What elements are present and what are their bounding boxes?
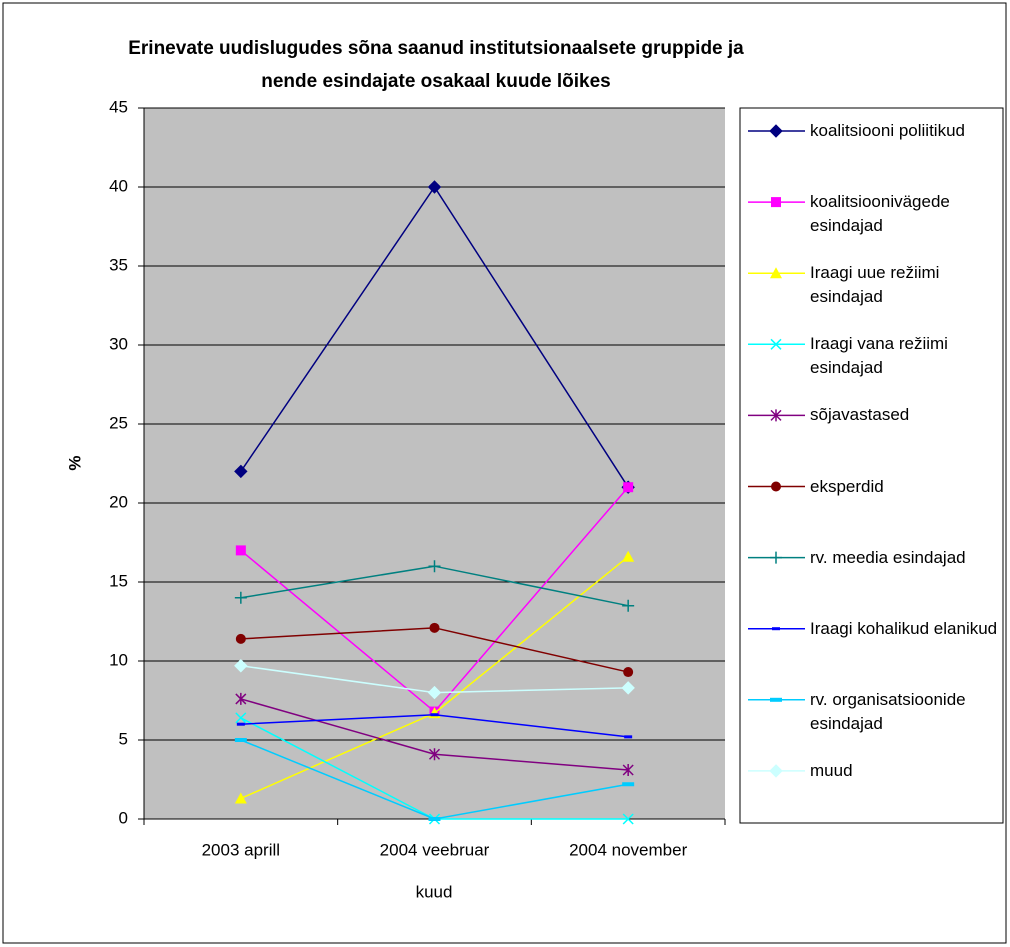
legend-label: eksperdid bbox=[810, 476, 884, 496]
legend-box bbox=[739, 107, 1004, 824]
marker bbox=[622, 599, 635, 612]
marker bbox=[622, 782, 635, 787]
y-tick-label: 5 bbox=[119, 729, 128, 748]
legend-label: Iraagi kohalikud elanikud bbox=[810, 618, 998, 638]
marker bbox=[771, 197, 781, 208]
marker bbox=[235, 712, 247, 724]
marker bbox=[236, 722, 245, 726]
marker bbox=[770, 267, 782, 279]
marker bbox=[623, 482, 634, 493]
marker bbox=[622, 813, 634, 825]
legend-label: Iraagi uue režiimi esindajad bbox=[810, 263, 940, 307]
marker bbox=[772, 627, 780, 631]
marker bbox=[623, 667, 634, 678]
x-tick-label: 2003 aprill bbox=[202, 840, 280, 859]
x-tick-label: 2004 veebruar bbox=[380, 840, 490, 859]
marker bbox=[234, 464, 248, 479]
marker bbox=[770, 338, 782, 350]
marker bbox=[621, 681, 635, 695]
marker bbox=[771, 481, 781, 492]
x-tick-label: 2004 november bbox=[569, 840, 687, 859]
marker bbox=[234, 591, 247, 604]
legend-label: koalitsioonivägede esindajad bbox=[810, 192, 950, 236]
chart-title: Erinevate uudislugudes sõna saanud insti… bbox=[128, 38, 744, 92]
marker bbox=[234, 659, 248, 673]
marker bbox=[430, 713, 439, 717]
marker bbox=[234, 738, 247, 742]
marker bbox=[428, 817, 441, 821]
y-axis-label: % bbox=[65, 455, 84, 470]
marker bbox=[622, 764, 634, 777]
legend-label: rv. organisatsioonide esindajad bbox=[810, 689, 966, 733]
y-tick-label: 35 bbox=[109, 255, 128, 274]
y-tick-label: 30 bbox=[109, 334, 128, 353]
y-tick-label: 0 bbox=[119, 808, 128, 827]
legend-label: muud bbox=[810, 760, 853, 780]
marker bbox=[429, 622, 440, 633]
marker bbox=[235, 633, 246, 644]
x-axis-label: kuud bbox=[416, 882, 453, 901]
marker bbox=[770, 551, 782, 564]
legend-label: koalitsiooni poliitikud bbox=[810, 121, 965, 140]
marker bbox=[427, 180, 442, 194]
marker bbox=[770, 697, 782, 702]
marker bbox=[428, 748, 441, 761]
legend-label: sõjavastased bbox=[810, 405, 910, 425]
y-tick-label: 40 bbox=[109, 176, 128, 195]
marker bbox=[770, 409, 782, 422]
y-tick-label: 45 bbox=[109, 97, 128, 116]
marker bbox=[769, 124, 783, 138]
marker bbox=[235, 692, 247, 705]
marker bbox=[622, 550, 635, 562]
marker bbox=[234, 792, 247, 804]
marker bbox=[624, 735, 633, 739]
y-tick-label: 25 bbox=[109, 413, 128, 432]
marker bbox=[428, 560, 441, 573]
marker bbox=[235, 545, 246, 556]
y-tick-label: 10 bbox=[109, 650, 128, 669]
marker bbox=[427, 685, 442, 700]
legend-label: Iraagi vana režiimi esindajad bbox=[810, 334, 948, 378]
y-tick-label: 20 bbox=[109, 492, 128, 511]
marker bbox=[769, 764, 783, 778]
y-tick-label: 15 bbox=[109, 571, 128, 590]
legend-label: rv. meedia esindajad bbox=[810, 547, 966, 567]
